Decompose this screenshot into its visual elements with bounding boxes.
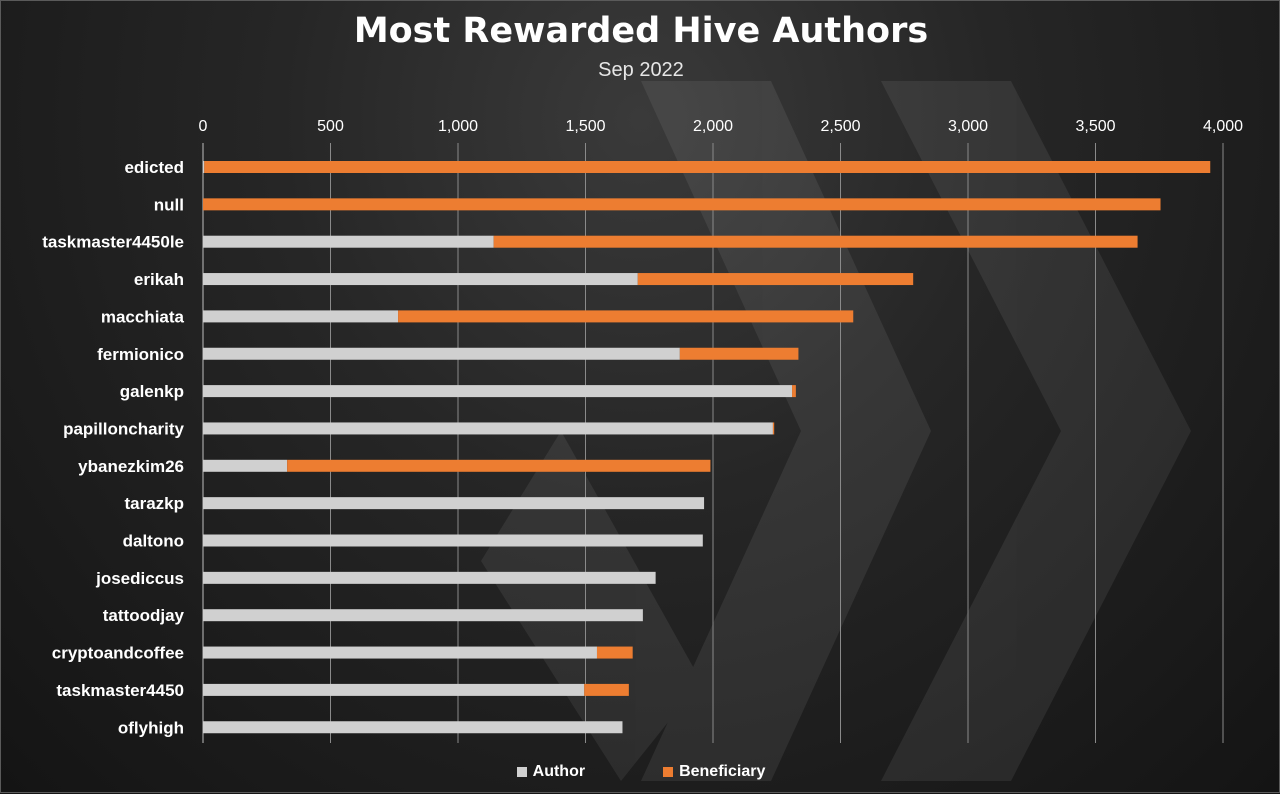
x-tick-label: 2,500 <box>820 118 860 135</box>
bar-beneficiary-erikah <box>637 273 914 286</box>
legend-swatch-beneficiary <box>663 767 674 777</box>
x-tick-label: 1,000 <box>438 118 478 135</box>
y-tick-label: null <box>154 195 184 214</box>
bar-author-cryptoandcoffee <box>203 646 597 659</box>
bar-beneficiary-cryptoandcoffee <box>596 646 633 659</box>
x-tick-label: 1,500 <box>565 118 605 135</box>
y-tick-label: macchiata <box>101 307 185 326</box>
hive-logo-watermark <box>481 81 1191 781</box>
x-tick-label: 2,000 <box>693 118 733 135</box>
y-tick-label: oflyhigh <box>118 718 184 737</box>
y-tick-label: galenkp <box>120 382 184 401</box>
bar-author-edicted <box>203 161 205 173</box>
y-tick-label: tarazkp <box>124 494 184 513</box>
y-tick-label: josediccus <box>95 569 184 588</box>
bar-author-papilloncharity <box>203 422 773 435</box>
y-tick-label: taskmaster4450le <box>42 233 184 252</box>
bar-author-galenkp <box>203 385 793 398</box>
x-tick-label: 4,000 <box>1203 118 1243 135</box>
bar-author-taskmaster4450 <box>203 683 585 696</box>
bar-author-erikah <box>203 273 638 286</box>
legend-item-author: Author <box>516 763 586 781</box>
chart-subtitle: Sep 2022 <box>598 59 684 81</box>
bar-author-josediccus <box>203 571 656 584</box>
y-tick-label: tattoodjay <box>103 606 185 625</box>
bar-beneficiary-macchiata <box>398 310 854 323</box>
bar-author-tarazkp <box>203 497 705 510</box>
legend-item-beneficiary: Beneficiary <box>663 763 765 781</box>
legend-label-beneficiary: Beneficiary <box>679 763 766 780</box>
bar-author-daltono <box>203 534 703 547</box>
x-tick-label: 3,000 <box>948 118 988 135</box>
bar-beneficiary-papilloncharity <box>772 422 775 435</box>
chart-title: Most Rewarded Hive Authors <box>353 11 929 51</box>
x-tick-label: 500 <box>317 118 344 135</box>
y-tick-label: taskmaster4450 <box>56 681 184 700</box>
legend: Author Beneficiary <box>1 763 1280 781</box>
x-tick-label: 3,500 <box>1075 118 1115 135</box>
bar-beneficiary-edicted <box>204 161 1211 173</box>
bar-beneficiary-ybanezkim26 <box>287 459 711 472</box>
bar-author-taskmaster4450le <box>203 235 494 248</box>
y-tick-label: ybanezkim26 <box>78 457 184 476</box>
bar-beneficiary-taskmaster4450le <box>493 235 1138 248</box>
bar-author-tattoodjay <box>203 609 643 622</box>
bar-beneficiary-fermionico <box>679 347 799 360</box>
legend-label-author: Author <box>532 763 586 780</box>
y-tick-label: edicted <box>124 158 184 177</box>
bar-beneficiary-galenkp <box>792 385 796 398</box>
y-tick-label: papilloncharity <box>63 419 184 438</box>
bar-author-fermionico <box>203 347 680 360</box>
y-tick-label: fermionico <box>97 345 184 364</box>
bar-author-oflyhigh <box>203 721 623 734</box>
bar-beneficiary-null <box>203 198 1161 211</box>
y-tick-label: erikah <box>134 270 184 289</box>
legend-swatch-author <box>516 767 527 777</box>
x-tick-label: 0 <box>199 118 208 135</box>
y-tick-label: cryptoandcoffee <box>52 644 184 663</box>
y-tick-label: daltono <box>123 532 184 551</box>
bar-author-macchiata <box>203 310 399 323</box>
bar-author-ybanezkim26 <box>203 459 288 472</box>
bar-beneficiary-taskmaster4450 <box>584 683 629 696</box>
